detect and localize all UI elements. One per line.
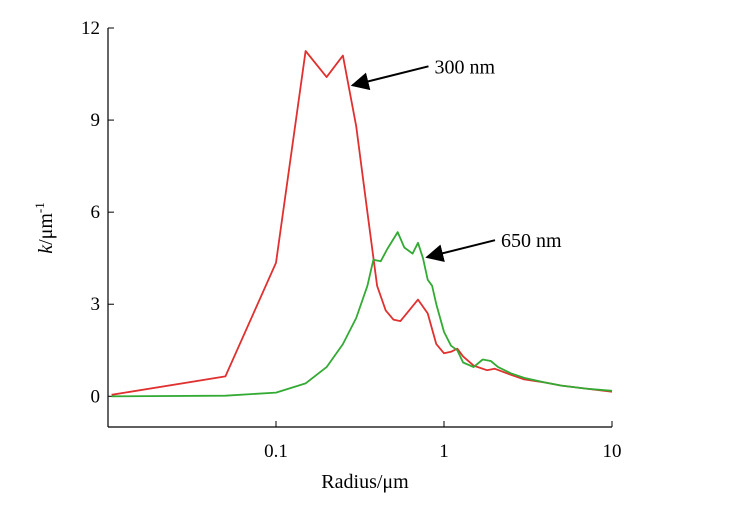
x-ticks: 0.1 1 10 [264,421,622,462]
annotation-arrow [425,239,496,262]
annotation-layer: 300 nm 650 nm [350,56,562,262]
y-axis-title-symbol: k [35,244,57,254]
x-tick-label: 10 [603,441,622,462]
y-tick-label: 6 [91,202,101,223]
y-axis-title-exponent: -1 [32,202,47,213]
y-tick-label: 0 [91,386,101,407]
series-line-300-nm [111,50,613,396]
y-ticks: 0 3 6 9 12 [81,18,114,407]
y-axis-title-unit: /μm [35,213,57,245]
y-tick-label: 9 [91,110,101,131]
annotation-arrow [350,65,429,91]
y-tick-label: 3 [91,294,101,315]
annotation-label: 300 nm [434,56,495,78]
series-layer [111,50,613,398]
y-axis-title: k/μm-1 [32,202,57,254]
x-tick-label: 1 [439,441,449,462]
series-line-650-nm [111,231,613,398]
axes [107,28,612,428]
annotation-label: 650 nm [501,230,562,252]
x-tick-label: 0.1 [264,441,288,462]
y-tick-label: 12 [81,18,100,39]
x-axis-title: Radius/μm [321,471,409,493]
